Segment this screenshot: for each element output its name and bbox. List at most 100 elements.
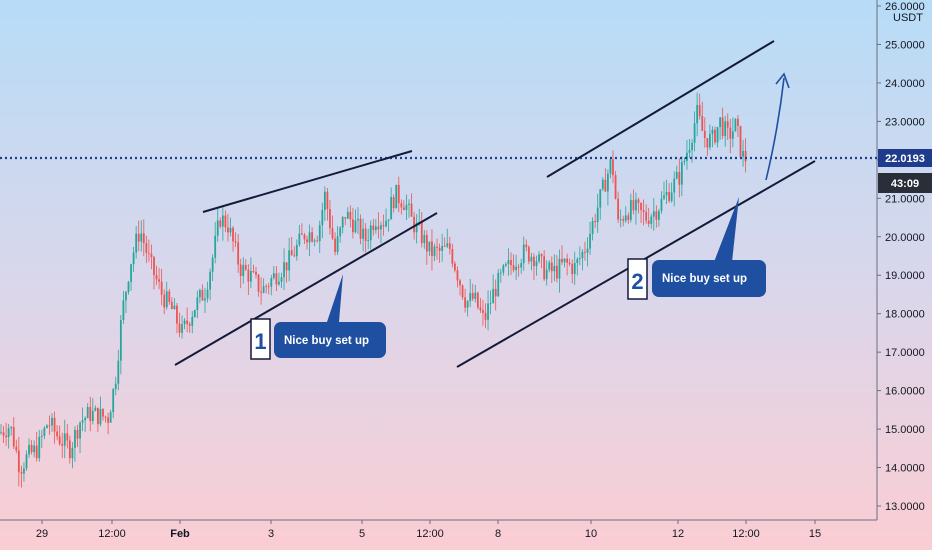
time-tick-label: 12:00 xyxy=(732,528,760,540)
candle-down xyxy=(160,281,163,295)
candle-up xyxy=(466,301,469,308)
callout-2[interactable]: 2 Nice buy set up xyxy=(627,197,766,300)
candle-down xyxy=(594,220,597,223)
candle-down xyxy=(543,256,546,280)
candle-down xyxy=(293,255,296,257)
candle-down xyxy=(571,264,574,275)
candle-down xyxy=(403,207,405,210)
callout-2-bubble xyxy=(652,260,766,297)
candle-up xyxy=(25,454,28,469)
candle-up xyxy=(288,250,291,271)
candle-up xyxy=(262,286,265,293)
candle-down xyxy=(219,220,222,227)
callout-2-text: Nice buy set up xyxy=(662,273,747,285)
candle-up xyxy=(114,383,117,390)
price-tick-label: 21.0000 xyxy=(885,193,925,205)
candle-up xyxy=(474,292,477,299)
candle-up xyxy=(390,197,393,220)
candle-down xyxy=(237,242,240,265)
candle-up xyxy=(673,178,676,193)
channel-1-lower-line[interactable] xyxy=(174,212,438,366)
candle-down xyxy=(97,407,99,425)
candle-up xyxy=(415,222,418,233)
candle-up xyxy=(520,263,523,268)
candle-up xyxy=(216,220,219,236)
last-price-tag: 22.0193 xyxy=(878,149,932,167)
candle-up xyxy=(206,289,209,299)
candle-up xyxy=(423,234,426,244)
channel-2-upper-line[interactable] xyxy=(546,40,775,178)
candle-down xyxy=(244,264,247,270)
candle-down xyxy=(737,118,739,126)
candle-down xyxy=(201,289,204,301)
time-tick-label: 12:00 xyxy=(416,528,444,540)
candle-down xyxy=(303,234,306,240)
candle-up xyxy=(23,468,25,474)
candle-down xyxy=(239,264,242,277)
candle-down xyxy=(153,257,155,276)
candle-down xyxy=(372,225,375,231)
candle-up xyxy=(165,291,168,308)
candle-down xyxy=(622,219,625,221)
candle-down xyxy=(5,435,7,438)
candle-down xyxy=(400,203,403,208)
time-tick-label: 5 xyxy=(359,528,365,540)
candle-down xyxy=(107,417,109,423)
candle-up xyxy=(686,152,688,161)
candle-up xyxy=(446,243,449,247)
projection-arrow[interactable] xyxy=(765,72,790,181)
candle-up xyxy=(663,195,665,199)
time-tick-label: 12 xyxy=(672,528,684,540)
time-tick-label: 29 xyxy=(36,528,48,540)
candle-up xyxy=(545,269,548,280)
candle-down xyxy=(668,191,670,201)
candle-down xyxy=(53,417,56,432)
price-tick-label: 24.0000 xyxy=(885,78,925,90)
candle-up xyxy=(548,262,551,270)
time-tick-label: 8 xyxy=(495,528,501,540)
candle-down xyxy=(413,216,415,233)
candle-down xyxy=(392,197,395,209)
candle-up xyxy=(650,216,653,224)
candle-down xyxy=(464,297,466,308)
candle-down xyxy=(260,291,262,293)
candle-up xyxy=(433,246,436,257)
candle-up xyxy=(724,121,727,137)
candle-down xyxy=(234,241,237,243)
candle-up xyxy=(140,233,143,242)
candle-down xyxy=(729,127,732,139)
candle-up xyxy=(428,241,431,252)
candle-down xyxy=(20,472,23,474)
candle-down xyxy=(431,241,433,257)
candle-down xyxy=(148,252,150,254)
channel-1-upper-line[interactable] xyxy=(202,150,413,213)
candle-up xyxy=(522,244,525,264)
candle-up xyxy=(665,191,668,196)
countdown-tag: 43:09 xyxy=(878,173,932,193)
candle-up xyxy=(51,417,53,426)
candle-down xyxy=(627,215,630,220)
callout-1[interactable]: 1 Nice buy set up xyxy=(250,274,386,360)
price-tick-label: 20.0000 xyxy=(885,232,925,244)
candle-up xyxy=(734,118,737,132)
callout-1-number-box xyxy=(250,318,271,360)
candle-up xyxy=(693,123,696,143)
candle-up xyxy=(278,281,280,285)
candle-up xyxy=(589,233,591,249)
price-axis: 13.0000 14.0000 15.0000 16.0000 17.0000 18.00… xyxy=(877,1,925,513)
candle-up xyxy=(214,235,217,258)
candle-up xyxy=(387,219,390,221)
candle-down xyxy=(267,286,270,288)
candle-down xyxy=(56,431,58,437)
candle-up xyxy=(242,264,245,277)
candle-up xyxy=(395,184,398,209)
candle-up xyxy=(607,173,609,192)
candle-down xyxy=(359,218,362,239)
candle-down xyxy=(517,266,520,268)
candle-down xyxy=(706,138,709,148)
svg-text:43:09: 43:09 xyxy=(891,178,919,190)
candle-down xyxy=(163,294,166,308)
candle-down xyxy=(66,433,69,441)
candle-up xyxy=(272,273,275,279)
